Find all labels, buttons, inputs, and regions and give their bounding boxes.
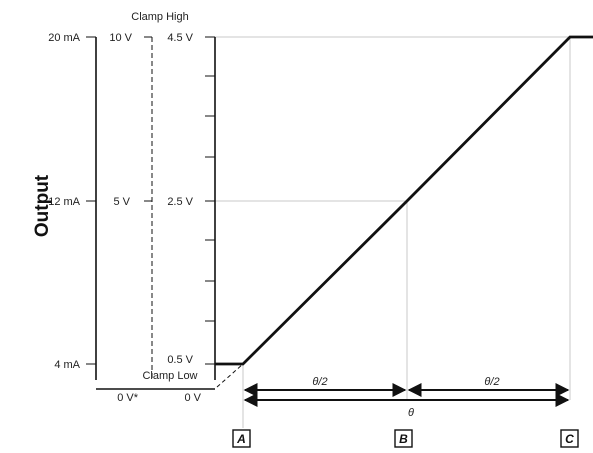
clamp-high-label: Clamp High <box>131 11 188 23</box>
current-ticks <box>86 36 96 365</box>
tick-label-4ma: 4 mA <box>54 359 80 371</box>
tick-label-0-5v: 0.5 V <box>167 354 193 366</box>
marker-c: C <box>560 429 579 448</box>
tick-label-12ma: 12 mA <box>48 196 80 208</box>
tick-label-0v: 0 V <box>184 392 201 404</box>
marker-b: B <box>394 429 413 448</box>
tick-label-10v: 10 V <box>109 32 132 44</box>
tick-label-2-5v: 2.5 V <box>167 196 193 208</box>
y-axis-label: Output <box>32 174 53 237</box>
tick-label-4-5v: 4.5 V <box>167 32 193 44</box>
marker-b-label: B <box>399 432 408 446</box>
full-span-label: θ <box>408 407 414 419</box>
half-span-label-2: θ/2 <box>484 376 499 388</box>
marker-a: A <box>232 429 251 448</box>
extrapolated-line <box>216 363 244 388</box>
voltage-4-5v-ticks <box>205 36 215 365</box>
tick-label-0v-star: 0 V* <box>117 392 139 404</box>
tick-label-5v: 5 V <box>113 196 130 208</box>
voltage-10v-ticks <box>144 36 152 202</box>
clamp-low-label: Clamp Low <box>142 370 197 382</box>
marker-a-label: A <box>236 432 246 446</box>
half-span-label-1: θ/2 <box>312 376 327 388</box>
output-line <box>215 35 593 366</box>
marker-c-label: C <box>565 432 574 446</box>
tick-label-20ma: 20 mA <box>48 32 80 44</box>
